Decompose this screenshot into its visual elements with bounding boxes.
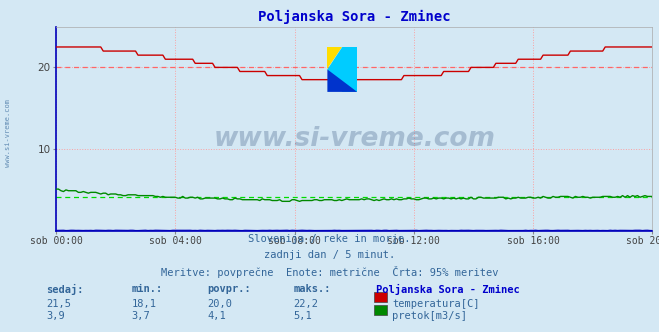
Text: 3,7: 3,7: [132, 311, 150, 321]
Text: 22,2: 22,2: [293, 299, 318, 309]
Title: Poljanska Sora - Zminec: Poljanska Sora - Zminec: [258, 10, 451, 24]
Text: min.:: min.:: [132, 284, 163, 294]
Text: www.si-vreme.com: www.si-vreme.com: [214, 126, 495, 152]
Text: 18,1: 18,1: [132, 299, 157, 309]
Text: www.si-vreme.com: www.si-vreme.com: [5, 99, 11, 167]
Text: 3,9: 3,9: [46, 311, 65, 321]
Text: Slovenija / reke in morje.: Slovenija / reke in morje.: [248, 234, 411, 244]
Text: maks.:: maks.:: [293, 284, 331, 294]
Text: Poljanska Sora - Zminec: Poljanska Sora - Zminec: [376, 284, 519, 295]
Text: temperatura[C]: temperatura[C]: [392, 299, 480, 309]
Text: povpr.:: povpr.:: [208, 284, 251, 294]
Text: 4,1: 4,1: [208, 311, 226, 321]
Text: 5,1: 5,1: [293, 311, 312, 321]
Text: Meritve: povprečne  Enote: metrične  Črta: 95% meritev: Meritve: povprečne Enote: metrične Črta:…: [161, 266, 498, 278]
Text: sedaj:: sedaj:: [46, 284, 84, 295]
Text: zadnji dan / 5 minut.: zadnji dan / 5 minut.: [264, 250, 395, 260]
Text: pretok[m3/s]: pretok[m3/s]: [392, 311, 467, 321]
Text: 21,5: 21,5: [46, 299, 71, 309]
Text: 20,0: 20,0: [208, 299, 233, 309]
